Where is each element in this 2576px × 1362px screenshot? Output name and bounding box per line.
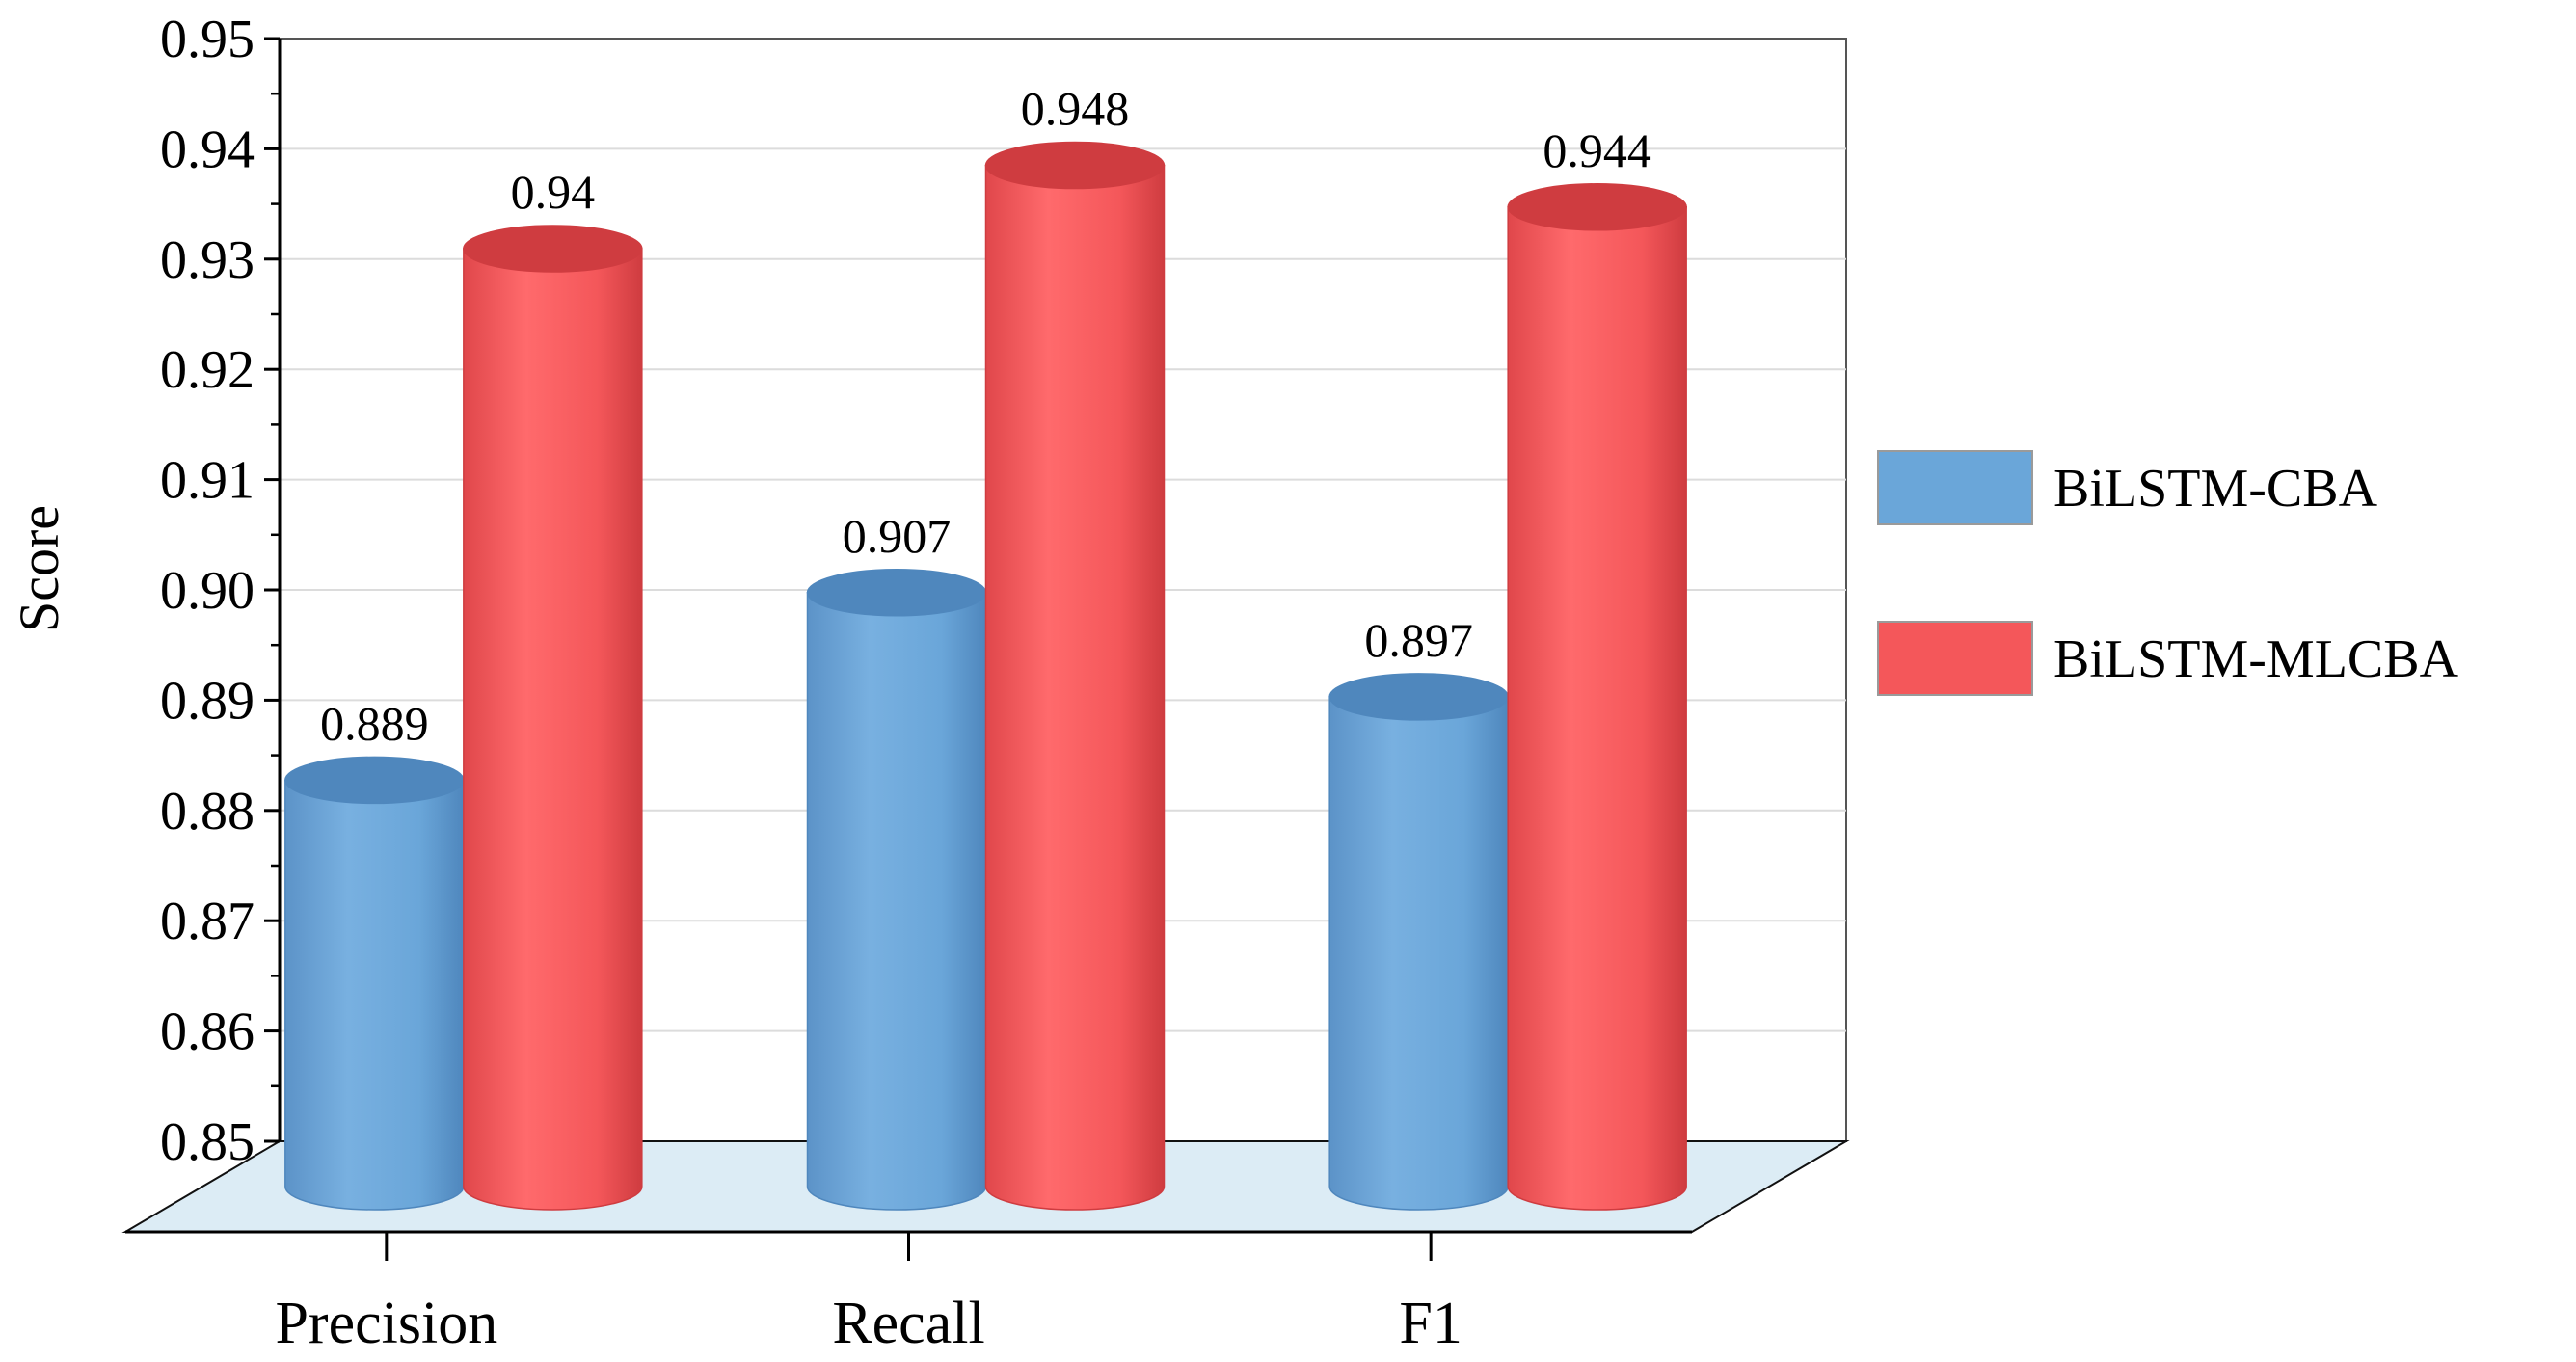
bar-cylinder-top xyxy=(284,756,465,805)
y-tick-label: 0.94 xyxy=(160,120,255,179)
data-label: 0.897 xyxy=(1364,613,1473,667)
y-tick-label: 0.95 xyxy=(160,10,255,69)
y-tick-label: 0.93 xyxy=(160,230,255,290)
bar-cylinder-body xyxy=(806,592,987,1211)
bar-cylinder-body xyxy=(984,164,1166,1211)
y-tick-label: 0.87 xyxy=(160,892,255,951)
y-tick-label: 0.88 xyxy=(160,782,255,841)
bar-cylinder-top xyxy=(806,569,987,617)
y-tick-label: 0.86 xyxy=(160,1002,255,1062)
y-tick-label: 0.85 xyxy=(160,1112,255,1172)
bar-bilstm-cba xyxy=(806,569,987,1211)
legend-item-bilstm-mlcba: BiLSTM-MLCBA xyxy=(1877,621,2459,696)
data-label: 0.944 xyxy=(1543,123,1651,177)
bar-cylinder-body xyxy=(1328,696,1509,1211)
bar-bilstm-cba xyxy=(1328,673,1509,1211)
y-tick-label: 0.89 xyxy=(160,671,255,731)
data-label: 0.907 xyxy=(843,509,952,563)
x-category-label: F1 xyxy=(1399,1291,1462,1356)
bar-cylinder-top xyxy=(1507,183,1687,231)
legend-item-bilstm-cba: BiLSTM-CBA xyxy=(1877,450,2378,525)
data-label: 0.889 xyxy=(320,696,429,750)
legend-label: BiLSTM-CBA xyxy=(2053,459,2378,519)
chart-bars xyxy=(284,141,1687,1211)
x-category-label: Recall xyxy=(832,1291,984,1356)
legend-label: BiLSTM-MLCBA xyxy=(2053,629,2459,689)
y-tick-label: 0.91 xyxy=(160,451,255,511)
chart-axes xyxy=(125,37,1692,1261)
chart-legend: BiLSTM-CBA BiLSTM-MLCBA xyxy=(1877,450,2459,696)
chart-labels: 0.85 0.86 0.87 0.88 0.89 0.90 0.91 0.92 0.93 0.94… xyxy=(8,10,1651,1356)
y-tick-label: 0.90 xyxy=(160,561,255,621)
legend-swatch xyxy=(1877,450,2033,525)
bar-bilstm-cba xyxy=(284,756,465,1211)
bar-bilstm-mlcba xyxy=(1507,183,1687,1211)
y-tick-label: 0.92 xyxy=(160,340,255,400)
bar-cylinder-body xyxy=(463,248,643,1211)
data-label: 0.948 xyxy=(1021,82,1130,136)
data-label: 0.94 xyxy=(511,165,596,219)
bar-cylinder-body xyxy=(1507,206,1687,1211)
bar-cylinder-top xyxy=(984,141,1166,190)
bar-cylinder-top xyxy=(1328,673,1509,721)
bar-bilstm-mlcba xyxy=(463,225,643,1211)
y-axis-title: Score xyxy=(8,505,70,632)
bar-bilstm-mlcba xyxy=(984,141,1166,1211)
bar-cylinder-body xyxy=(284,779,465,1211)
legend-swatch xyxy=(1877,621,2033,696)
x-category-label: Precision xyxy=(275,1291,497,1356)
bar-cylinder-top xyxy=(463,225,643,273)
